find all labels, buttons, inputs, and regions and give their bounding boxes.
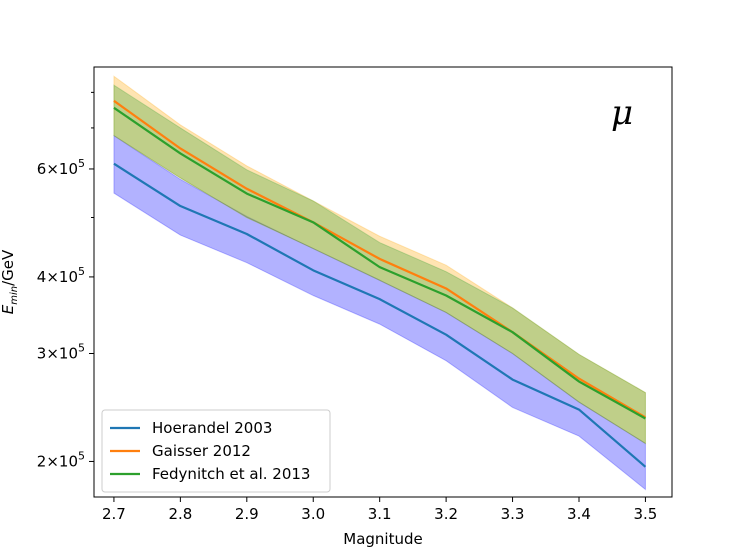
y-tick-label-1: 3×105 bbox=[37, 342, 85, 363]
x-tick-label-8: 3.5 bbox=[633, 505, 657, 523]
x-tick-label-2: 2.9 bbox=[235, 505, 259, 523]
x-tick-label-7: 3.4 bbox=[567, 505, 591, 523]
series-line-0 bbox=[113, 162, 647, 468]
y-axis-label: Emin/GeV bbox=[0, 249, 20, 314]
x-tick-label-5: 3.2 bbox=[434, 505, 458, 523]
x-tick-label-6: 3.3 bbox=[501, 505, 525, 523]
series-line-2 bbox=[113, 106, 646, 420]
muon-annotation: μ bbox=[611, 93, 633, 133]
axes: 2.7 2.8 2.9 3.0 3.1 3.2 3.3 3.4 3.5 2×105 3×105 4×1… bbox=[37, 91, 657, 523]
y-axis-label-unit: /GeV bbox=[0, 249, 17, 286]
legend-label-1: Gaisser 2012 bbox=[152, 442, 251, 460]
legend: Hoerandel 2003 Gaisser 2012 Fedynitch et a… bbox=[101, 409, 331, 493]
y-tick-label-3: 6×105 bbox=[37, 157, 85, 178]
series-lines bbox=[113, 99, 647, 468]
x-tick-label-1: 2.8 bbox=[168, 505, 192, 523]
y-axis-label-sub: min bbox=[9, 286, 20, 305]
band-0 bbox=[113, 134, 646, 491]
plot-frame bbox=[93, 66, 673, 498]
x-tick-label-4: 3.1 bbox=[368, 505, 392, 523]
y-tick-label-0: 2×105 bbox=[37, 449, 85, 470]
legend-label-2: Fedynitch et al. 2013 bbox=[152, 465, 310, 483]
legend-box bbox=[101, 409, 331, 493]
x-tick-label-3: 3.0 bbox=[301, 505, 325, 523]
x-tick-label-0: 2.7 bbox=[102, 505, 126, 523]
y-axis-label-main: E bbox=[0, 304, 17, 314]
legend-label-0: Hoerandel 2003 bbox=[152, 419, 272, 437]
band-2 bbox=[113, 84, 646, 445]
y-tick-label-2: 4×105 bbox=[37, 265, 85, 286]
series-line-1 bbox=[113, 99, 646, 419]
x-axis-label: Magnitude bbox=[343, 530, 422, 548]
